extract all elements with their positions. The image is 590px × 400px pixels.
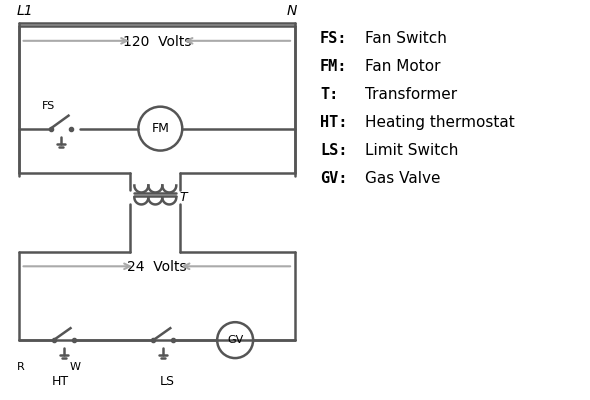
- Text: Fan Switch: Fan Switch: [365, 31, 447, 46]
- Text: HT: HT: [52, 375, 69, 388]
- Text: 24  Volts: 24 Volts: [127, 260, 186, 274]
- Text: FS: FS: [42, 101, 55, 111]
- Text: HT:: HT:: [320, 115, 348, 130]
- Text: Limit Switch: Limit Switch: [365, 142, 458, 158]
- Text: FM:: FM:: [320, 59, 348, 74]
- Text: W: W: [70, 362, 81, 372]
- Text: T: T: [179, 191, 187, 204]
- Text: FM: FM: [152, 122, 169, 135]
- Text: LS:: LS:: [320, 142, 348, 158]
- Text: Gas Valve: Gas Valve: [365, 170, 440, 186]
- Text: Fan Motor: Fan Motor: [365, 59, 440, 74]
- Text: L1: L1: [17, 4, 33, 18]
- Text: Transformer: Transformer: [365, 87, 457, 102]
- Text: R: R: [17, 362, 25, 372]
- Text: FS:: FS:: [320, 31, 348, 46]
- Text: N: N: [287, 4, 297, 18]
- Text: T:: T:: [320, 87, 338, 102]
- Text: 120  Volts: 120 Volts: [123, 35, 191, 49]
- Text: GV:: GV:: [320, 170, 348, 186]
- Text: GV: GV: [227, 335, 243, 345]
- Text: Heating thermostat: Heating thermostat: [365, 115, 514, 130]
- Text: LS: LS: [160, 375, 175, 388]
